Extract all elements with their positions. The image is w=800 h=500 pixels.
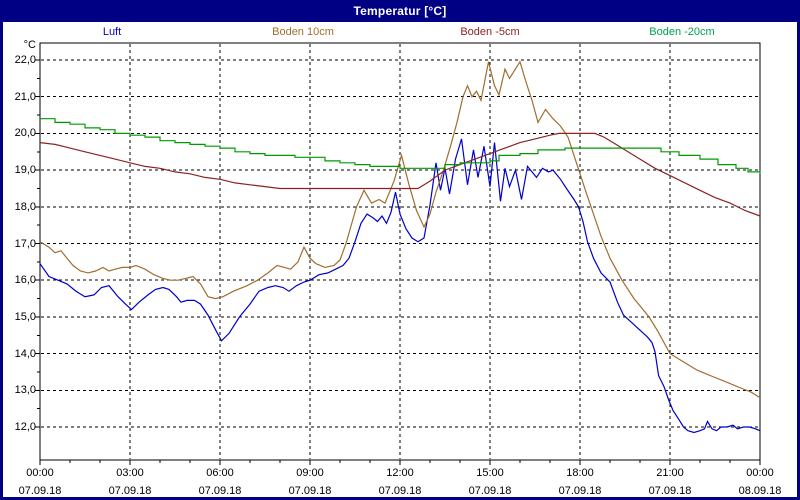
x-tick-time-label: 12:00 [386,467,414,479]
legend-item-luft: Luft [102,26,122,38]
x-tick-time-label: 06:00 [206,467,234,479]
y-tick-label: 12,0 [14,421,36,433]
x-tick-time-label: 03:00 [116,467,144,479]
y-tick-label: 17,0 [14,237,36,250]
x-tick-date-label: 07.09.18 [108,485,152,497]
x-tick-date-label: 07.09.18 [558,485,602,497]
x-tick-time-label: 21:00 [656,467,684,479]
y-tick-label: 22,0 [14,54,36,66]
x-tick-time-label: 00:00 [746,467,774,479]
x-tick-time-label: 18:00 [566,467,594,479]
legend-item-boden-5cm: Boden -5cm [460,26,520,38]
y-tick-label: 13,0 [14,384,36,397]
y-tick-label: 20,0 [14,127,36,140]
x-tick-date-label: 07.09.18 [378,485,422,497]
title-bar[interactable]: Temperatur [°C] [0,0,800,22]
y-tick-label: 16,0 [14,274,36,287]
y-tick-label: 15,0 [14,310,36,323]
x-tick-date-label: 07.09.18 [198,485,242,497]
x-tick-date-label: 07.09.18 [648,485,692,497]
y-tick-label: 14,0 [14,347,36,360]
x-tick-time-label: 00:00 [26,467,54,479]
plot-border [39,42,761,461]
legend-item-boden-10cm: Boden 10cm [272,26,334,38]
series-line-boden-10cm [39,60,761,399]
y-axis-unit: °C [23,39,36,51]
window-title: Temperatur [°C] [353,4,447,18]
legend-item-boden-20cm: Boden -20cm [649,26,715,38]
series-line-boden-20cm [40,118,761,174]
x-tick-date-label: 08.09.18 [738,485,782,497]
chart-area: °C Luft Boden 10cm Boden -5cm Boden -20cm 2… [3,22,797,497]
x-tick-time-label: 09:00 [296,467,324,479]
y-tick-label: 19,0 [14,164,36,177]
x-tick-time-label: 15:00 [476,467,504,479]
x-tick-date-label: 07.09.18 [288,485,332,497]
y-tick-label: 18,0 [14,200,36,213]
x-tick-date-label: 07.09.18 [468,485,512,497]
x-tick-date-label: 07.09.18 [18,485,62,497]
y-tick-label: 21,0 [14,90,36,103]
chart-plot [35,42,761,465]
